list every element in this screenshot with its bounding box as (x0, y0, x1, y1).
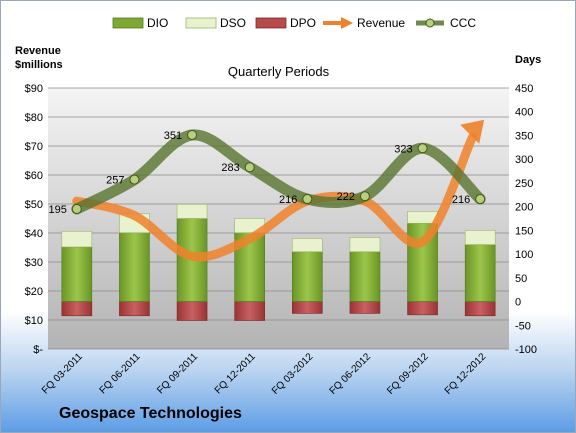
ccc-point (187, 129, 198, 140)
data-label: 216 (452, 194, 470, 206)
bar-dio (119, 232, 150, 302)
legend-label: DSO (220, 16, 246, 30)
data-label: 216 (279, 194, 297, 206)
legend-item: DIO (112, 16, 168, 30)
chart-title: Quarterly Periods (228, 64, 330, 79)
bar-dso (292, 238, 323, 253)
ccc-point (71, 204, 82, 215)
x-tick-label: FQ 03-2012 (270, 351, 316, 397)
x-tick-label: FQ 03-2011 (40, 351, 85, 396)
y-tick-label-right: 100 (515, 249, 533, 261)
x-axis: FQ 03-2011 FQ 06-2011 FQ 09-2011 FQ 12-2011… (40, 351, 489, 397)
y-tick-label-left: $30 (25, 257, 43, 269)
y-tick-label-right: 300 (515, 154, 533, 166)
legend-item: CCC (416, 16, 476, 30)
y-tick-label-left: $60 (25, 170, 43, 182)
legend-label: CCC (450, 16, 476, 30)
bar-dio (61, 246, 93, 302)
y-tick-label-left: $90 (25, 83, 43, 95)
legend-item: DSO (185, 16, 246, 30)
right-axis: -100 -50 0 50 100 150 200 250 300 350 400 450 (515, 83, 537, 356)
data-labels: 195 257 351 283 216 222 323 216 (48, 130, 470, 216)
y-tick-label-left: $80 (25, 112, 43, 124)
y-axis-title-left-line: Revenue (15, 45, 61, 57)
bar-dpo (292, 301, 323, 314)
data-label: 323 (394, 143, 412, 155)
y-tick-label-left: $10 (25, 315, 43, 327)
bar-dso (61, 231, 93, 248)
bar-dso (349, 237, 381, 253)
x-tick-label: FQ 09-2012 (385, 351, 431, 397)
ccc-markers (71, 129, 486, 215)
data-label: 283 (221, 162, 239, 174)
bar-dio (292, 251, 323, 302)
ccc-point (302, 194, 313, 205)
ccc-point (359, 191, 370, 202)
y-tick-label-left: $70 (25, 141, 43, 153)
y-tick-label-right: 50 (515, 273, 527, 285)
legend: DIO DSO DPO Revenue CCC (112, 16, 476, 30)
y-tick-label-right: 150 (515, 225, 533, 237)
y-tick-label-left: $50 (25, 199, 43, 211)
legend-swatch-marker (425, 18, 435, 28)
bar-dpo (61, 301, 93, 317)
legend-swatch (112, 17, 144, 29)
bar-dpo (176, 301, 208, 321)
x-tick-label: FQ 06-2011 (98, 351, 143, 396)
x-tick-label: FQ 12-2011 (213, 351, 258, 396)
bar-dso (176, 203, 208, 219)
revenue-line (72, 133, 477, 262)
legend-item: DPO (255, 16, 316, 30)
y-tick-label-right: 250 (515, 178, 533, 190)
bar-dpo (119, 301, 150, 317)
legend-swatch (185, 17, 217, 29)
bar-dio (464, 244, 496, 302)
y-tick-label-right: -50 (515, 320, 531, 332)
y-axis-title-left: Revenue $millions (15, 45, 63, 71)
bar-dpo (464, 301, 496, 317)
legend-label: DIO (147, 16, 168, 30)
bar-dpo (234, 301, 265, 321)
x-tick-label: FQ 06-2012 (328, 351, 374, 397)
ccc-point (129, 174, 140, 185)
legend-swatch (255, 17, 287, 29)
data-label: 195 (48, 204, 66, 216)
bar-dso (464, 230, 496, 245)
y-tick-label-left: $40 (25, 228, 43, 240)
y-tick-label-left: $20 (25, 286, 43, 298)
y-tick-label-right: 450 (515, 83, 533, 95)
y-axis-title-left-line: $millions (15, 59, 63, 71)
data-label: 351 (164, 130, 182, 142)
y-tick-label-right: 350 (515, 130, 533, 142)
legend-item: Revenue (323, 16, 405, 30)
bar-dpo (407, 301, 438, 316)
x-tick-label: FQ 12-2012 (443, 351, 489, 397)
x-tick-label: FQ 09-2011 (155, 351, 200, 396)
bar-dio (349, 251, 381, 302)
y-tick-label-right: 0 (515, 297, 521, 309)
y-tick-label-right: -100 (515, 344, 537, 356)
data-label: 222 (337, 191, 355, 203)
revenue-arrowhead (460, 119, 485, 144)
y-tick-label-right: 400 (515, 107, 533, 119)
data-label: 257 (106, 175, 124, 187)
legend-swatch-arrowhead (341, 17, 353, 29)
legend-label: DPO (290, 16, 316, 30)
ccc-point (475, 194, 486, 205)
ccc-point (417, 143, 428, 154)
y-axis-title-right: Days (515, 54, 541, 66)
bar-dpo (349, 301, 381, 314)
bars (61, 203, 496, 321)
company-name: Geospace Technologies (59, 405, 242, 422)
y-tick-label-right: 200 (515, 202, 533, 214)
ccc-point (244, 162, 255, 173)
left-axis: $- $10 $20 $30 $40 $50 $60 $70 $80 $90 (25, 83, 44, 356)
legend-label: Revenue (357, 16, 405, 30)
y-tick-label-left: $- (33, 344, 43, 356)
